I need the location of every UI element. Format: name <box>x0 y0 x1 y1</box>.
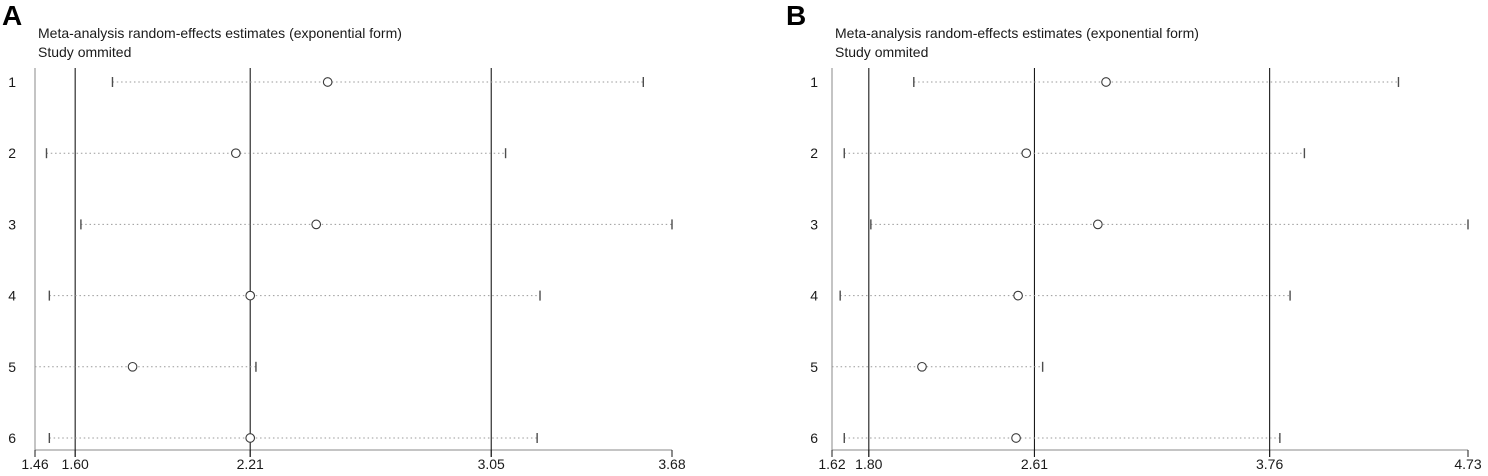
study-label: 3 <box>8 216 16 232</box>
panel-b-title: Meta-analysis random-effects estimates (… <box>835 24 1199 62</box>
x-tick-label: 3.76 <box>1256 456 1283 472</box>
estimate-marker <box>1101 77 1111 87</box>
study-label: 1 <box>810 74 818 90</box>
study-label: 6 <box>8 430 16 446</box>
panel-a-title: Meta-analysis random-effects estimates (… <box>38 24 402 62</box>
study-label: 1 <box>8 74 16 90</box>
x-tick-label: 4.73 <box>1454 456 1481 472</box>
estimate-marker <box>311 219 322 230</box>
estimate-marker <box>1021 148 1032 159</box>
x-tick-label: 1.46 <box>21 456 48 472</box>
panel-b-title-line2: Study ommited <box>835 44 929 60</box>
estimate-marker <box>245 290 256 301</box>
estimate-marker <box>1011 433 1021 443</box>
x-tick-label: 1.80 <box>855 456 882 472</box>
study-label: 3 <box>810 216 818 232</box>
estimate-marker <box>917 361 927 372</box>
x-tick-label: 1.62 <box>818 456 845 472</box>
x-tick-label: 2.21 <box>237 456 264 472</box>
study-label: 4 <box>8 288 16 304</box>
x-tick-label: 3.68 <box>658 456 685 472</box>
x-tick-label: 2.61 <box>1021 456 1048 472</box>
panel-b-label: B <box>786 0 807 31</box>
estimate-marker <box>245 433 256 443</box>
study-label: 2 <box>810 145 818 161</box>
x-tick-label: 3.05 <box>478 456 505 472</box>
study-label: 5 <box>8 359 16 375</box>
estimate-marker <box>231 148 241 159</box>
panel-b-title-line1: Meta-analysis random-effects estimates (… <box>835 25 1199 41</box>
estimate-marker <box>127 361 138 372</box>
panel-a-label: A <box>2 0 23 31</box>
study-label: 2 <box>8 145 16 161</box>
panel-a-title-line2: Study ommited <box>38 44 132 60</box>
study-label: 4 <box>810 288 818 304</box>
study-label: 6 <box>810 430 818 446</box>
panel-a-title-line1: Meta-analysis random-effects estimates (… <box>38 25 402 41</box>
estimate-marker <box>1093 219 1103 230</box>
estimate-marker <box>1013 290 1023 301</box>
study-label: 5 <box>810 359 818 375</box>
estimate-marker <box>322 77 333 87</box>
x-tick-label: 1.60 <box>62 456 89 472</box>
